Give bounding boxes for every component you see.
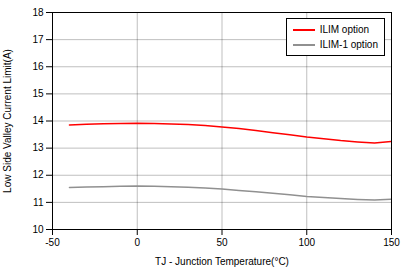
- svg-text:150: 150: [383, 237, 400, 248]
- svg-text:TJ - Junction Temperature(°C): TJ - Junction Temperature(°C): [155, 256, 289, 267]
- svg-text:100: 100: [298, 237, 315, 248]
- svg-text:12: 12: [32, 169, 44, 180]
- svg-text:10: 10: [32, 224, 44, 235]
- svg-text:0: 0: [134, 237, 140, 248]
- svg-text:50: 50: [216, 237, 228, 248]
- html-text:ILIM option: ILIM option: [319, 24, 370, 35]
- html-text:ILIM-1 option: ILIM-1 option: [319, 39, 378, 50]
- svg-text:15: 15: [32, 88, 44, 99]
- svg-text:16: 16: [32, 61, 44, 72]
- svg-text:13: 13: [32, 142, 44, 153]
- svg-text:11: 11: [33, 197, 44, 208]
- svg-text:Low Side Valley Current Limit(: Low Side Valley Current Limit(A): [2, 49, 13, 193]
- svg-text:-50: -50: [45, 237, 60, 248]
- svg-text:17: 17: [32, 34, 44, 45]
- svg-text:18: 18: [32, 7, 44, 18]
- svg-text:14: 14: [32, 115, 44, 126]
